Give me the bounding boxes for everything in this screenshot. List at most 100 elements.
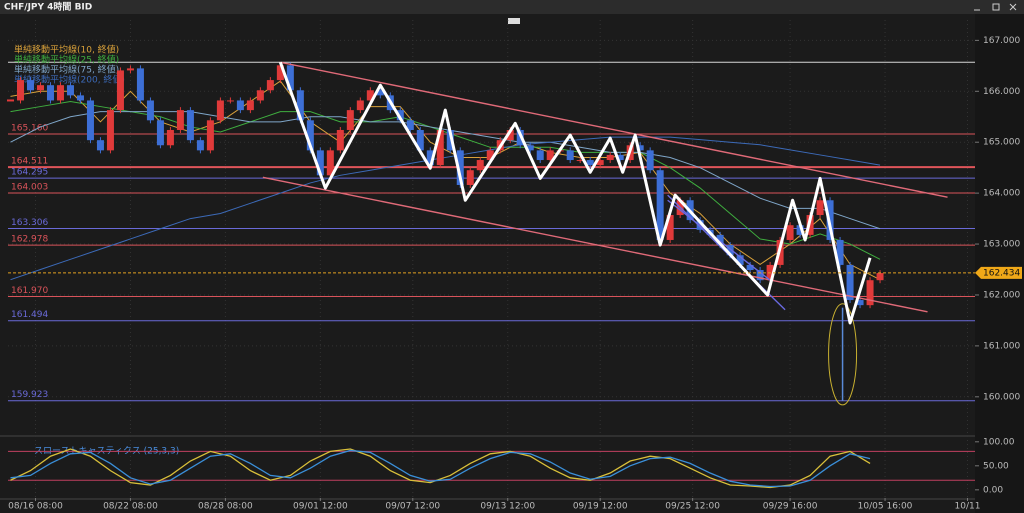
legend-entry: 単純移動平均線(10, 終値) <box>14 44 119 56</box>
candle <box>796 225 804 235</box>
window-controls[interactable] <box>974 3 1017 11</box>
candle <box>616 154 624 161</box>
x-tick-label: 09/29 16:00 <box>763 502 818 512</box>
candle <box>416 129 424 151</box>
candle <box>256 90 264 101</box>
candle <box>486 150 494 161</box>
candle <box>286 65 294 91</box>
current-price-tag <box>975 266 1022 279</box>
trendline <box>262 176 928 313</box>
x-tick-label: 08/28 08:00 <box>198 502 253 512</box>
candle <box>836 239 844 265</box>
candle <box>326 150 334 176</box>
trendline <box>280 61 948 198</box>
candle <box>16 80 24 101</box>
y-tick-label: 161.000 <box>983 341 1020 351</box>
candle <box>816 200 824 216</box>
candle <box>396 110 404 121</box>
candle <box>446 129 454 151</box>
level-label: 161.970 <box>11 286 48 296</box>
level-label: 163.306 <box>11 218 48 228</box>
y-tick-label: 165.000 <box>983 138 1020 148</box>
candle <box>266 80 274 91</box>
candle <box>426 150 434 166</box>
candle <box>846 264 854 301</box>
moving-average <box>10 111 881 230</box>
y-tick-label: 100.00 <box>983 437 1015 447</box>
candle <box>506 129 514 141</box>
candle <box>96 140 104 151</box>
candle <box>546 150 554 161</box>
candle <box>26 80 34 91</box>
level-label: 164.003 <box>11 182 48 192</box>
stochastic-line <box>10 449 871 488</box>
candle <box>7 99 14 102</box>
legend-entry: 単純移動平均線(25, 終値) <box>14 54 119 66</box>
candle <box>56 85 64 101</box>
candle <box>746 264 754 271</box>
x-tick-label: 08/22 08:00 <box>103 502 158 512</box>
candle <box>76 95 84 101</box>
candle <box>656 170 664 240</box>
candle <box>136 68 144 101</box>
candle <box>356 100 364 111</box>
price-axis <box>975 14 1024 513</box>
candle <box>86 100 94 141</box>
candle <box>156 120 164 146</box>
level-label: 161.494 <box>11 310 48 320</box>
candle <box>786 225 794 240</box>
close-button[interactable] <box>1009 3 1017 11</box>
maximize-button[interactable] <box>992 3 1000 11</box>
x-tick-label: 10/05 16:00 <box>858 502 913 512</box>
candle <box>46 85 54 101</box>
candle <box>336 129 344 151</box>
y-tick-label: 0.00 <box>983 485 1003 495</box>
x-tick-label: 08/16 08:00 <box>8 502 63 512</box>
highlight-ellipse <box>828 303 858 406</box>
level-label: 165.160 <box>11 124 48 134</box>
y-tick-label: 160.000 <box>983 392 1020 402</box>
candle <box>296 90 304 121</box>
candle <box>126 68 134 71</box>
candle <box>596 160 604 166</box>
candle <box>106 110 114 151</box>
x-tick-label: 09/07 12:00 <box>385 502 440 512</box>
candle <box>646 150 654 171</box>
candle <box>116 70 124 111</box>
candle <box>376 90 384 96</box>
candle <box>666 215 674 240</box>
candle <box>66 85 74 96</box>
y-tick-label: 167.000 <box>983 36 1020 46</box>
x-tick-label: 09/01 12:00 <box>293 502 348 512</box>
candle <box>476 160 484 171</box>
current-price-label: 162.434 <box>983 268 1020 278</box>
candle <box>216 100 224 121</box>
zigzag <box>278 61 872 325</box>
x-tick-label: 10/11 <box>955 502 981 512</box>
y-tick-label: 166.000 <box>983 87 1020 97</box>
x-tick-label: 09/25 12:00 <box>665 502 720 512</box>
window-title: CHF/JPY 4時間 BID <box>4 1 92 13</box>
title-bar <box>0 0 1024 14</box>
candle <box>716 234 724 246</box>
candle <box>726 245 734 256</box>
legend-entry: 単純移動平均線(200, 終値) <box>14 74 125 86</box>
candle <box>346 110 354 130</box>
candle <box>856 300 864 306</box>
candle <box>876 273 884 281</box>
candle <box>566 150 574 161</box>
x-tick-label: 09/13 12:00 <box>480 502 535 512</box>
candle <box>36 85 44 91</box>
candle <box>526 145 534 151</box>
candle <box>466 170 474 185</box>
candle <box>606 154 614 161</box>
collapse-tab[interactable] <box>508 18 520 24</box>
candle <box>306 120 314 151</box>
candle <box>206 120 214 151</box>
candle <box>736 255 744 265</box>
candle <box>586 160 594 166</box>
candle <box>246 100 254 111</box>
candle <box>226 100 234 102</box>
